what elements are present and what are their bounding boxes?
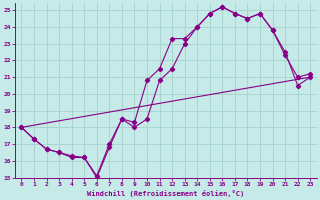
X-axis label: Windchill (Refroidissement éolien,°C): Windchill (Refroidissement éolien,°C) [87, 190, 244, 197]
